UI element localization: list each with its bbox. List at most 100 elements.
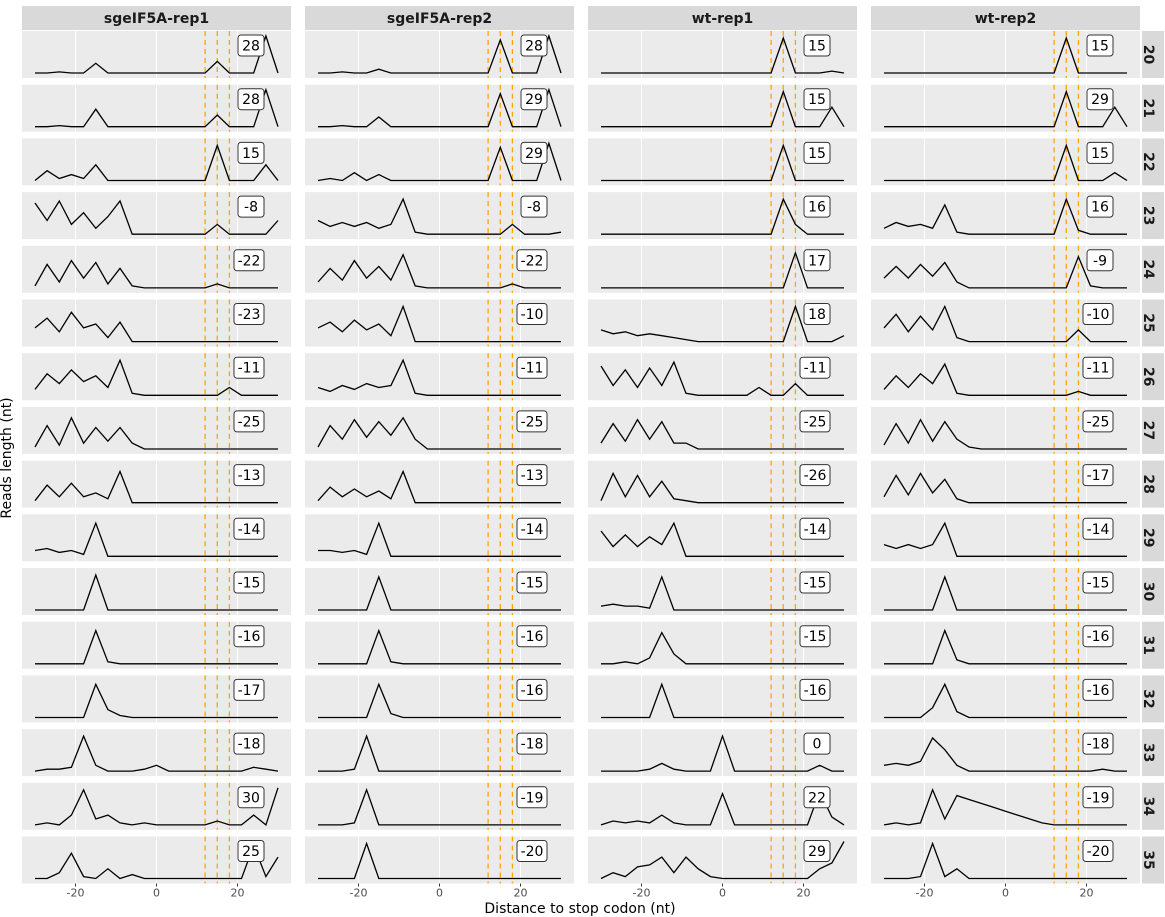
peak-label-box [520,195,548,218]
peak-label-box [1082,625,1114,648]
row-strip [1142,782,1164,830]
series-line [600,790,845,826]
series-line [35,682,278,719]
peak-label: -14 [238,522,261,538]
series-line [883,472,1127,504]
peak-label-box [803,840,831,862]
row-strip-label: 28 [1140,474,1156,493]
peak-label-box [516,249,548,272]
peak-label: -25 [1087,414,1110,430]
column-strip-label: wt-rep2 [975,11,1037,27]
peak-label-box [1082,840,1114,862]
peak-label-box [237,141,265,164]
peak-label-box [237,88,265,111]
peak-label: -11 [804,361,827,377]
series-line [317,469,561,504]
series-line [884,575,1127,611]
peak-label: -16 [521,683,544,699]
peak-label-box [799,410,831,433]
peak-label-box [233,517,265,540]
peak-label: -8 [244,200,258,216]
peak-label-box [233,732,265,755]
series-line [35,33,279,74]
peak-label: 29 [1091,92,1109,108]
peak-label: -16 [521,629,544,645]
peak-label-box [803,195,831,218]
peak-label-box [233,464,265,487]
series-line [318,33,562,74]
series-line [600,360,844,396]
row-strip [1142,353,1164,401]
peak-label-box [803,249,831,272]
peak-label: -15 [521,576,544,592]
series-line [34,311,278,343]
x-tick-label: -20 [350,887,368,900]
peak-label-box [803,732,831,755]
peak-label: -11 [521,361,544,377]
peak-label: -14 [521,522,544,538]
peak-label-box [1086,141,1114,164]
peak-label-box [516,732,548,755]
series-line [884,36,1127,74]
row-strip-label: 25 [1140,313,1156,332]
series-line [35,87,279,128]
peak-label: -18 [521,737,544,753]
series-line [884,143,1128,182]
row-strip [1142,299,1164,347]
row-strip [1142,406,1164,454]
y-axis-title: Reads length (nt) [0,397,15,518]
x-tick-label: 20 [1080,887,1094,900]
series-line [883,418,1127,450]
column-strip [22,6,291,30]
peak-label: 17 [808,253,826,269]
peak-label: -22 [521,253,544,269]
row-strip-label: 29 [1140,528,1156,547]
peak-label-box [516,464,548,487]
series-line [317,141,562,182]
peak-label-box [1082,356,1114,379]
series-line [883,788,1127,826]
peak-label: 29 [808,844,826,860]
row-strip-label: 31 [1140,635,1156,654]
series-line [883,197,1127,235]
peak-label-box [803,88,831,111]
peak-label: 0 [813,737,822,753]
row-strip [1142,192,1164,240]
row-strip-label: 33 [1140,743,1156,762]
row-strip [1142,514,1164,562]
column-strip [305,6,574,30]
series-line [317,358,561,396]
peak-label: 18 [808,307,826,323]
peak-label: -26 [804,468,827,484]
row-strip [1142,31,1164,78]
peak-label-box [1086,88,1114,111]
peak-label-box [516,571,548,594]
peak-label: 29 [525,146,543,162]
row-strip-label: 20 [1140,45,1156,65]
peak-label-box [516,303,548,325]
x-tick-label: 0 [1002,887,1009,900]
series-line [318,841,561,880]
peak-label-box [233,410,265,433]
peak-label-box [1082,571,1114,594]
peak-label-box [233,625,265,648]
peak-label-box [520,141,548,164]
peak-label: -14 [1087,522,1110,538]
peak-label-box [1082,517,1114,540]
series-line [35,628,278,665]
series-line [34,259,278,289]
series-line [884,841,1127,880]
peak-label: -8 [527,200,541,216]
peak-label-box [799,625,831,648]
peak-label: -10 [521,307,544,323]
peak-label-box [799,517,831,540]
series-line [883,521,1127,557]
row-strip [1142,460,1164,508]
series-line [34,199,279,235]
peak-label-box [1086,34,1114,57]
peak-label: -18 [238,737,261,753]
series-line [601,631,844,665]
x-tick-label: 0 [719,887,726,900]
peak-label: 28 [242,92,260,108]
peak-label: -25 [804,414,827,430]
